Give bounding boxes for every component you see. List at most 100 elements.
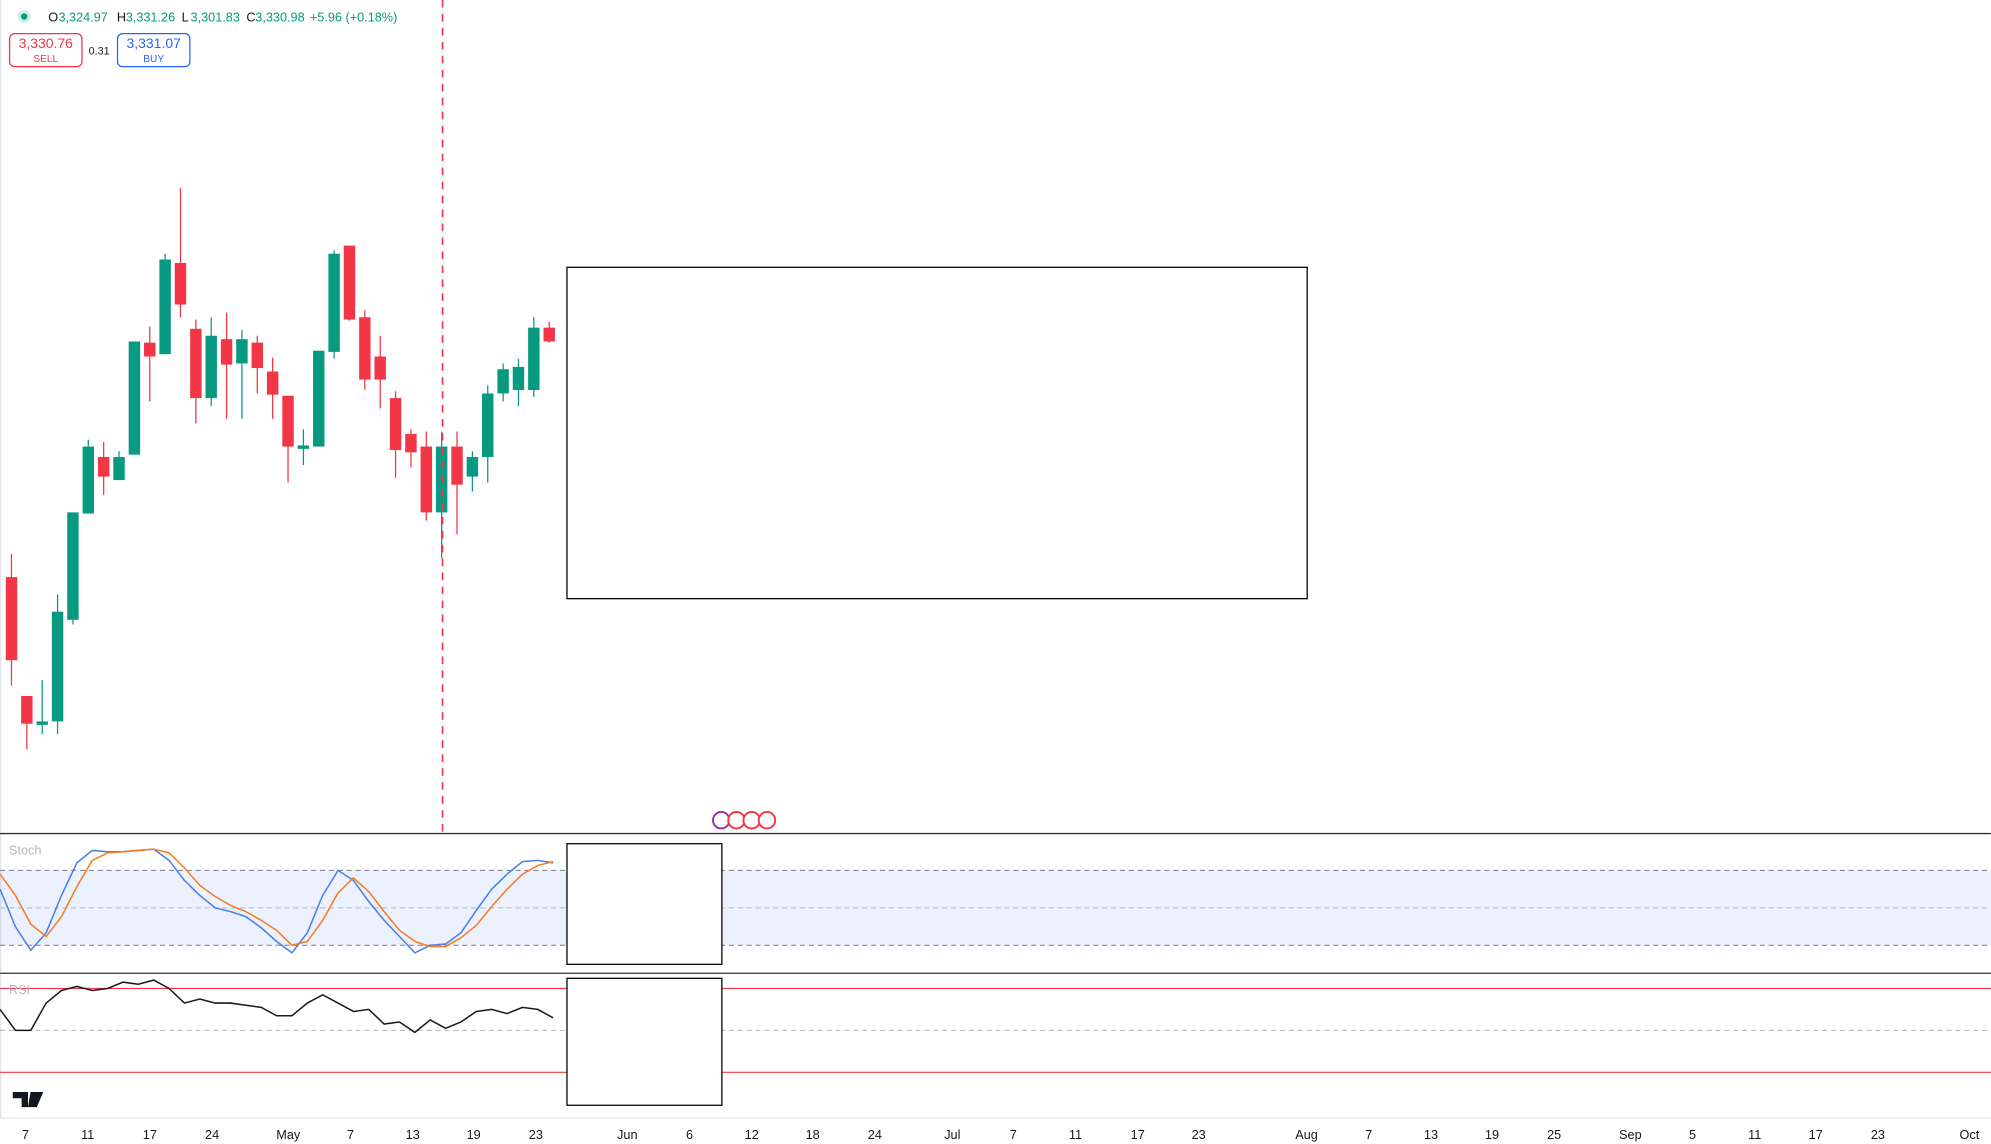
candle-body [144, 342, 156, 357]
x-tick-label: 17 [143, 1128, 157, 1142]
x-tick-label: Aug [1295, 1128, 1318, 1142]
overlay-box [566, 843, 723, 965]
candle-body [190, 328, 202, 399]
sell-label: SELL [33, 54, 58, 65]
event-icon[interactable] [727, 811, 746, 830]
candle-body [466, 456, 479, 477]
candle-body [359, 317, 371, 380]
x-tick-label: Jun [617, 1128, 637, 1142]
candle-body [67, 512, 79, 620]
x-tick-label: 23 [529, 1128, 543, 1142]
x-tick-label: 17 [1131, 1128, 1145, 1142]
x-tick-label: 13 [1424, 1128, 1438, 1142]
ohlc-key: C [246, 11, 255, 25]
candle-body [266, 371, 279, 395]
x-tick-label: Jul [944, 1128, 960, 1142]
candle-body [497, 369, 509, 394]
status-dot [21, 13, 28, 20]
x-tick-label: 24 [868, 1128, 882, 1142]
x-tick-label: 19 [1485, 1128, 1499, 1142]
candle-body [21, 696, 33, 724]
ohlc-value: 3,331.26 [126, 11, 175, 25]
candle-body [128, 341, 141, 455]
candle-body [5, 577, 18, 661]
indicator-line [0, 848, 554, 948]
candle-body [482, 393, 494, 457]
candle-body [36, 721, 48, 725]
candle-body [435, 446, 448, 513]
buy-button[interactable]: 3,331.07 BUY [116, 33, 191, 68]
x-tick-label: 13 [406, 1128, 420, 1142]
event-icon[interactable] [757, 811, 777, 830]
x-tick-label: 23 [1192, 1128, 1206, 1142]
ohlc-change: +5.96 (+0.18%) [310, 11, 397, 25]
candle-body [328, 253, 340, 352]
candle-body [97, 456, 110, 477]
candles [5, 187, 555, 750]
x-tick-label: 11 [81, 1128, 94, 1142]
x-tick-label: 17 [1809, 1128, 1823, 1142]
logo [12, 1091, 44, 1108]
candle-body [51, 611, 64, 722]
candle-body [451, 446, 463, 485]
ohlc-key: L [182, 11, 189, 25]
candle-body [374, 356, 386, 380]
x-tick-label: 23 [1871, 1128, 1885, 1142]
x-tick-label: 7 [347, 1128, 354, 1142]
sell-price: 3,330.76 [19, 35, 74, 51]
x-tick-label: 24 [205, 1128, 219, 1142]
sell-box[interactable] [8, 33, 83, 68]
buy-price: 3,331.07 [127, 35, 182, 51]
x-tick-label: 18 [806, 1128, 820, 1142]
candle-body [420, 446, 433, 513]
pane-label: Stoch [9, 844, 41, 858]
x-tick-label: 12 [745, 1128, 759, 1142]
candle-body [389, 398, 402, 451]
x-tick-label: 7 [22, 1128, 29, 1142]
x-tick-label: Oct [1959, 1128, 1979, 1142]
candle-body [159, 259, 171, 355]
candle-body [405, 433, 417, 453]
pane-label: RSI [9, 983, 30, 997]
candle-body [82, 446, 95, 514]
sell-button[interactable]: 3,330.76 SELL [8, 33, 83, 68]
candle-body [543, 327, 555, 342]
x-tick-label: 11 [1748, 1128, 1761, 1142]
spread: 0.31 [89, 46, 110, 58]
x-tick-label: Sep [1619, 1128, 1642, 1142]
ohlc-key: H [117, 11, 126, 25]
x-axis: 7 11 17 24 May 7 13 19 23 Jun 6 12 18 24 Jul 7 11 17 23 Aug… [22, 1128, 1980, 1142]
ohlc-key: O [48, 11, 58, 25]
candle-body [528, 327, 540, 390]
ohlc-value: 3,330.98 [255, 11, 304, 25]
candle-body [251, 342, 264, 369]
stoch-pane [0, 848, 1991, 954]
candle-body [343, 245, 356, 320]
candle-body [297, 445, 310, 449]
ohlc-header: O 3,324.97 H 3,331.26 L 3,301.83 C 3,330… [48, 11, 397, 25]
x-tick-label: 7 [1365, 1128, 1372, 1142]
ohlc-value: 3,324.97 [58, 11, 107, 25]
x-tick-label: 19 [467, 1128, 481, 1142]
buy-box[interactable] [116, 33, 191, 68]
ohlc-value: 3,301.83 [191, 11, 240, 25]
tv-logo [12, 1091, 44, 1108]
candle-body [313, 350, 325, 447]
candle-body [512, 366, 525, 390]
indicator-line [0, 979, 554, 1034]
x-tick-label: 6 [686, 1128, 693, 1142]
rsi-pane [0, 979, 1991, 1073]
candle-body [174, 262, 187, 305]
x-tick-label: May [276, 1128, 301, 1142]
x-tick-label: 25 [1547, 1128, 1561, 1142]
candle-body [220, 339, 233, 365]
x-tick-label: 11 [1069, 1128, 1082, 1142]
overlay-box [566, 266, 1308, 600]
event-icon[interactable] [712, 811, 731, 830]
candle-body [236, 339, 248, 364]
event-icon[interactable] [742, 811, 761, 830]
overlay-box [566, 977, 723, 1106]
x-tick-label: 5 [1689, 1128, 1696, 1142]
